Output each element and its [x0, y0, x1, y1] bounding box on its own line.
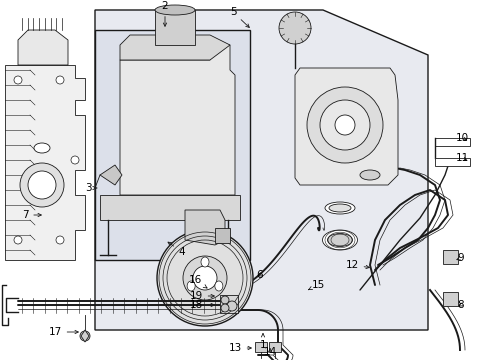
Text: 11: 11	[455, 153, 468, 163]
Circle shape	[183, 256, 227, 300]
Circle shape	[221, 304, 229, 312]
Text: 19: 19	[189, 291, 214, 301]
Circle shape	[157, 230, 253, 326]
Text: 7: 7	[22, 210, 41, 220]
Circle shape	[320, 100, 370, 150]
Polygon shape	[120, 45, 235, 195]
Bar	[269, 342, 281, 352]
Bar	[215, 228, 230, 243]
Text: 6: 6	[257, 270, 263, 280]
Text: 14: 14	[264, 347, 277, 357]
Circle shape	[71, 156, 79, 164]
Bar	[435, 138, 470, 146]
Polygon shape	[185, 210, 225, 245]
Polygon shape	[18, 30, 68, 65]
Polygon shape	[100, 165, 122, 185]
Ellipse shape	[155, 5, 195, 15]
Circle shape	[193, 266, 217, 290]
Circle shape	[20, 163, 64, 207]
Ellipse shape	[322, 230, 358, 250]
Circle shape	[14, 76, 22, 84]
Text: 12: 12	[345, 260, 369, 270]
Circle shape	[14, 236, 22, 244]
Ellipse shape	[187, 281, 195, 291]
Circle shape	[335, 115, 355, 135]
Text: 16: 16	[188, 275, 207, 288]
Polygon shape	[5, 65, 85, 260]
Text: 5: 5	[230, 7, 249, 27]
Text: 4: 4	[168, 242, 185, 257]
Circle shape	[80, 331, 90, 341]
Circle shape	[56, 236, 64, 244]
Text: 15: 15	[309, 280, 325, 290]
Circle shape	[307, 87, 383, 163]
Bar	[255, 342, 267, 352]
Circle shape	[279, 12, 311, 44]
Ellipse shape	[34, 143, 50, 153]
Ellipse shape	[360, 170, 380, 180]
Text: 2: 2	[162, 1, 168, 26]
Text: 1: 1	[260, 334, 266, 350]
Ellipse shape	[329, 204, 351, 212]
Text: 10: 10	[455, 133, 468, 143]
Text: 18: 18	[189, 300, 214, 310]
Bar	[100, 195, 240, 220]
Text: 9: 9	[457, 253, 465, 263]
Polygon shape	[295, 68, 398, 185]
Ellipse shape	[215, 281, 223, 291]
Ellipse shape	[327, 234, 352, 247]
Circle shape	[28, 171, 56, 199]
Polygon shape	[95, 10, 428, 330]
Ellipse shape	[201, 257, 209, 267]
Circle shape	[227, 301, 237, 311]
Polygon shape	[120, 35, 230, 60]
Bar	[443, 250, 458, 264]
Ellipse shape	[325, 202, 355, 214]
Text: 3: 3	[85, 183, 97, 193]
Bar	[435, 158, 470, 166]
Text: 13: 13	[228, 343, 251, 353]
Text: 8: 8	[458, 300, 465, 310]
Bar	[155, 10, 195, 45]
Circle shape	[56, 76, 64, 84]
Polygon shape	[81, 330, 89, 342]
Bar	[220, 295, 238, 313]
Circle shape	[221, 296, 229, 304]
Bar	[443, 292, 458, 306]
Text: 17: 17	[49, 327, 78, 337]
Bar	[95, 30, 250, 260]
